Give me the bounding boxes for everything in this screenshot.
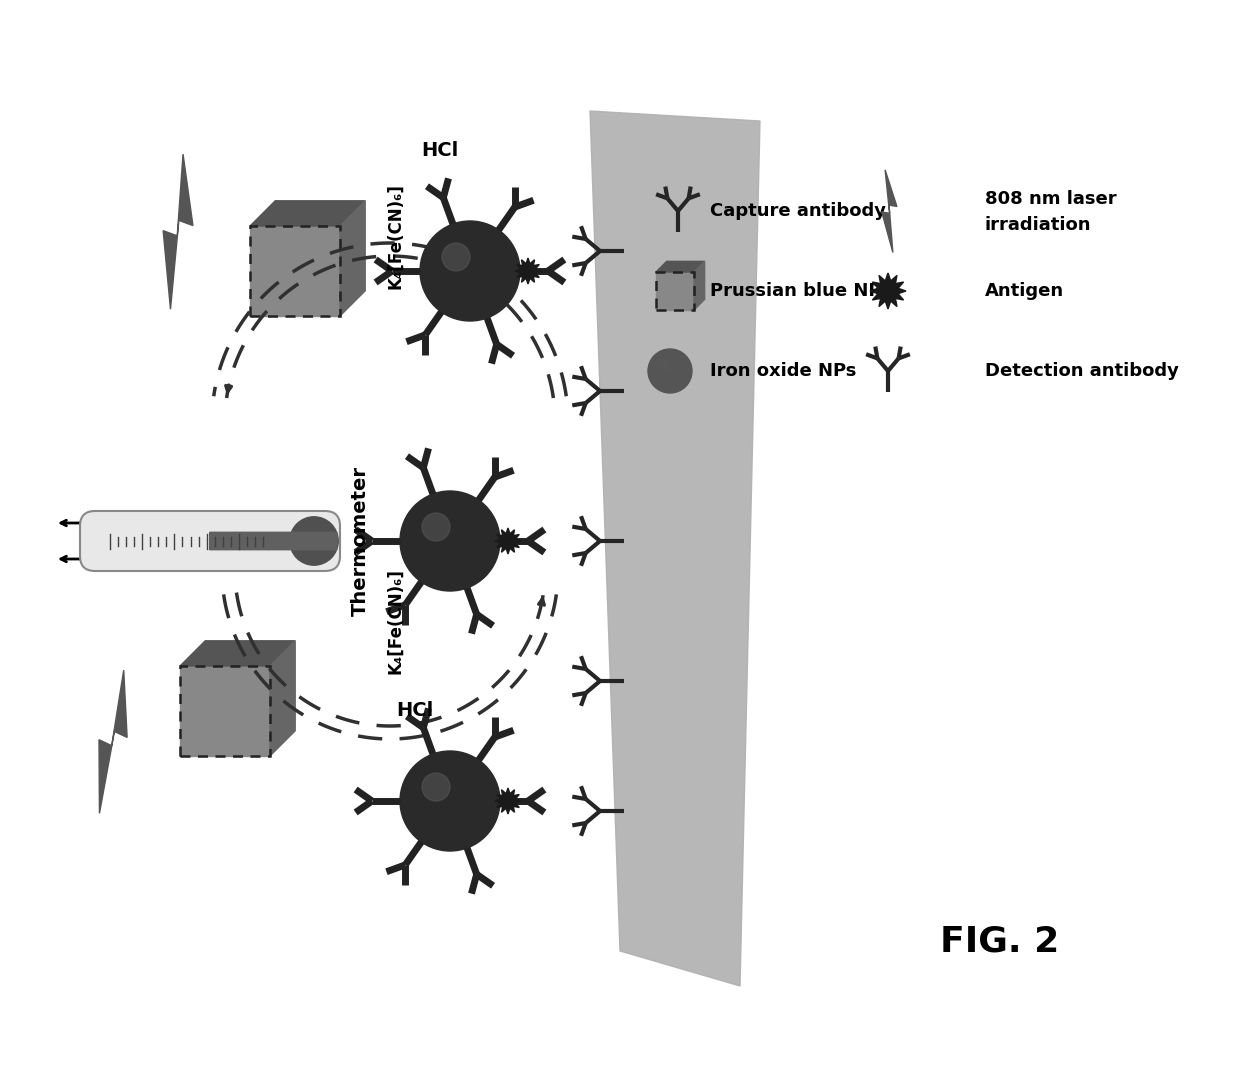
Polygon shape xyxy=(180,666,270,756)
Text: FIG. 2: FIG. 2 xyxy=(940,924,1060,957)
Polygon shape xyxy=(164,154,193,310)
Polygon shape xyxy=(495,788,521,814)
Bar xyxy=(250,226,340,316)
Polygon shape xyxy=(340,200,366,316)
Text: Thermometer: Thermometer xyxy=(351,466,370,616)
Circle shape xyxy=(422,513,450,541)
Text: Detection antibody: Detection antibody xyxy=(985,362,1179,380)
FancyBboxPatch shape xyxy=(210,531,337,550)
Text: K₄[Fe(CN)₆]: K₄[Fe(CN)₆] xyxy=(386,568,404,674)
Circle shape xyxy=(401,751,500,851)
Text: irradiation: irradiation xyxy=(985,216,1091,233)
Text: 808 nm laser: 808 nm laser xyxy=(985,190,1117,208)
Circle shape xyxy=(649,349,692,393)
Polygon shape xyxy=(590,111,760,986)
Text: K₄[Fe(CN)₆]: K₄[Fe(CN)₆] xyxy=(386,183,404,289)
Polygon shape xyxy=(250,200,366,226)
Bar xyxy=(180,666,270,756)
Text: HCl: HCl xyxy=(397,702,434,721)
Polygon shape xyxy=(882,170,897,253)
Text: HCl: HCl xyxy=(422,141,459,161)
Circle shape xyxy=(657,359,670,371)
Circle shape xyxy=(422,773,450,801)
Text: Prussian blue NPs: Prussian blue NPs xyxy=(711,282,892,300)
Text: Antigen: Antigen xyxy=(985,282,1064,300)
FancyBboxPatch shape xyxy=(81,511,340,571)
Text: Capture antibody: Capture antibody xyxy=(711,202,887,220)
Polygon shape xyxy=(694,261,704,310)
Circle shape xyxy=(441,243,470,271)
Polygon shape xyxy=(656,261,704,272)
Text: Iron oxide NPs: Iron oxide NPs xyxy=(711,362,857,380)
Polygon shape xyxy=(250,226,340,316)
Polygon shape xyxy=(270,640,295,756)
Polygon shape xyxy=(870,273,906,310)
Polygon shape xyxy=(656,272,694,310)
Circle shape xyxy=(420,221,520,321)
Bar xyxy=(656,272,694,310)
Polygon shape xyxy=(180,640,295,666)
Polygon shape xyxy=(515,258,541,284)
Polygon shape xyxy=(495,528,521,554)
Polygon shape xyxy=(99,670,128,813)
Circle shape xyxy=(290,517,339,565)
Circle shape xyxy=(401,491,500,591)
